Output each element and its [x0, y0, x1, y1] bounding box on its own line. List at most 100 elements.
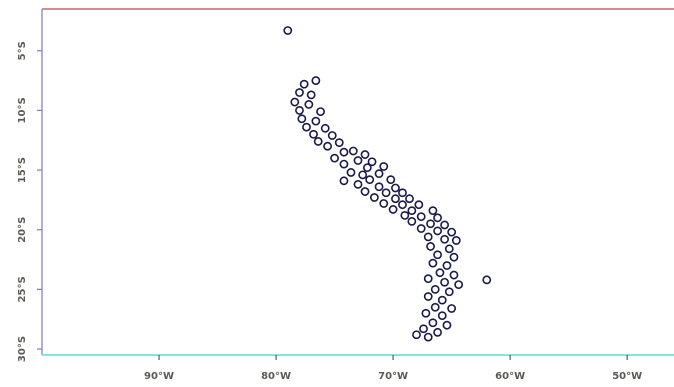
data-point: [423, 232, 433, 242]
y-axis-ticks: 5°S 10°S 15°S 20°S 25°S 30°S: [17, 41, 42, 362]
data-point: [388, 205, 398, 214]
x-tick-label: 50°W: [612, 371, 642, 382]
data-point: [295, 106, 304, 115]
data-point: [379, 162, 389, 171]
data-point: [320, 123, 330, 133]
y-tick-label: 25°S: [17, 276, 28, 302]
data-point: [327, 131, 337, 140]
data-point: [440, 220, 450, 230]
data-point: [306, 90, 316, 100]
data-point: [339, 147, 349, 157]
data-point: [290, 97, 300, 107]
data-point: [437, 311, 447, 321]
data-point: [367, 157, 377, 167]
data-point: [339, 159, 349, 169]
data-point: [405, 194, 414, 204]
data-point: [358, 170, 368, 180]
y-tick-label: 30°S: [17, 336, 28, 362]
data-point: [374, 182, 384, 192]
data-point: [346, 168, 356, 177]
data-point: [353, 179, 363, 189]
data-point: [442, 320, 452, 330]
data-point: [295, 88, 304, 97]
y-tick-label: 20°S: [17, 217, 28, 243]
data-point: [353, 156, 363, 165]
data-point: [444, 287, 454, 297]
data-point: [440, 234, 450, 244]
data-point: [400, 211, 410, 220]
data-points: [283, 26, 492, 342]
data-point: [442, 261, 452, 270]
data-point: [297, 114, 307, 124]
data-point: [360, 150, 370, 159]
data-point: [398, 188, 407, 198]
data-point: [454, 280, 464, 290]
data-point: [437, 295, 447, 305]
data-point: [433, 250, 442, 260]
data-point: [433, 226, 442, 236]
data-point: [421, 308, 431, 318]
data-point: [428, 318, 438, 328]
data-point: [430, 302, 440, 312]
data-point: [362, 163, 372, 173]
data-point: [435, 268, 445, 278]
data-point: [311, 116, 321, 126]
data-point: [398, 200, 407, 210]
data-point: [433, 213, 442, 223]
data-point: [391, 183, 400, 193]
data-point: [299, 79, 309, 89]
x-tick-label: 90°W: [144, 371, 174, 382]
data-point: [430, 284, 440, 294]
data-point: [374, 169, 384, 179]
data-point: [428, 206, 438, 216]
data-point: [412, 330, 421, 340]
data-point: [330, 153, 339, 163]
x-axis-ticks: 90°W 80°W 70°W 60°W 50°W: [144, 355, 642, 382]
data-point: [444, 244, 454, 254]
data-point: [391, 194, 400, 204]
data-point: [449, 270, 459, 280]
data-point: [304, 100, 314, 109]
data-point: [311, 76, 321, 85]
data-point: [440, 277, 450, 287]
data-point: [416, 212, 426, 221]
data-point: [386, 175, 396, 185]
data-point: [433, 327, 442, 337]
data-point: [447, 227, 457, 237]
data-point: [381, 188, 391, 198]
data-point: [423, 332, 433, 342]
data-point: [283, 26, 293, 35]
data-point: [379, 199, 389, 208]
data-point: [451, 236, 461, 245]
data-point: [423, 274, 433, 284]
x-tick-label: 70°W: [378, 371, 408, 382]
y-tick-label: 10°S: [17, 97, 28, 123]
data-point: [423, 292, 433, 301]
data-point: [407, 216, 417, 226]
y-tick-label: 5°S: [17, 41, 28, 60]
data-point: [334, 138, 344, 148]
data-point: [302, 122, 311, 132]
data-point: [309, 129, 318, 139]
data-point: [323, 141, 332, 151]
data-point: [447, 304, 457, 313]
data-point: [482, 275, 492, 285]
data-point: [316, 107, 325, 117]
data-point: [428, 258, 438, 268]
data-point: [360, 187, 370, 196]
data-point: [348, 146, 358, 156]
data-point: [313, 137, 323, 146]
y-tick-label: 15°S: [17, 157, 28, 183]
data-point: [369, 193, 379, 202]
data-point: [414, 200, 424, 210]
data-point: [449, 252, 459, 262]
data-point: [426, 219, 435, 229]
data-point: [339, 176, 349, 186]
data-point: [426, 242, 435, 251]
x-tick-label: 80°W: [261, 371, 291, 382]
data-point: [419, 324, 428, 334]
data-point: [416, 224, 426, 233]
data-point: [365, 175, 375, 185]
x-tick-label: 60°W: [495, 371, 525, 382]
